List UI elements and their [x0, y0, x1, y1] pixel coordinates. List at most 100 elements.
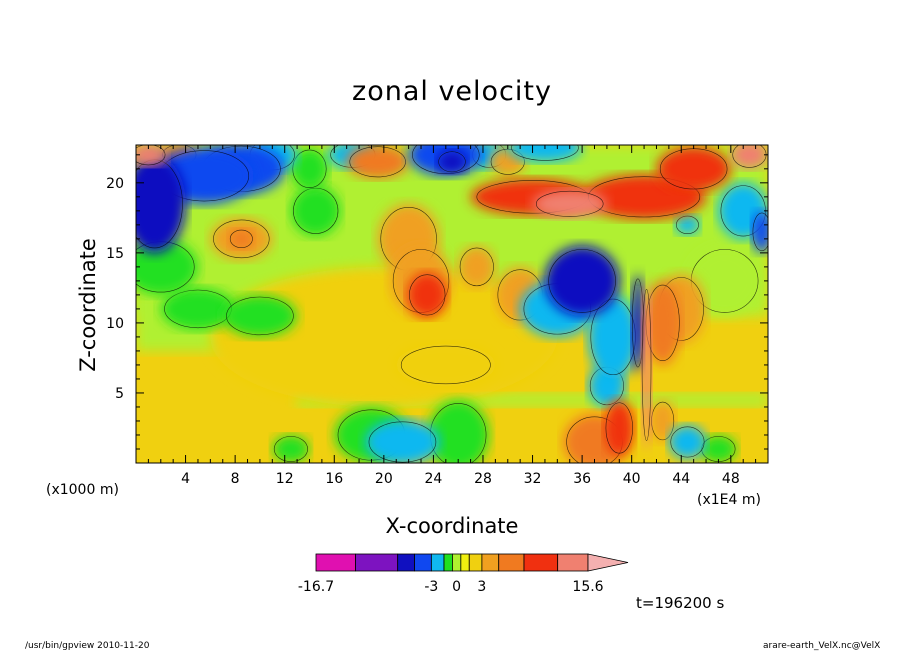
footer-source: arare-earth_VelX.nc@VelX: [763, 641, 881, 651]
contour-line: [273, 436, 308, 462]
contour-line: [752, 212, 768, 252]
x-tick-label: 24: [424, 471, 442, 487]
contour-line: [412, 145, 480, 175]
colorbar-segment: [557, 553, 589, 572]
colorbar-segment: [315, 553, 356, 572]
field-blob: [644, 280, 682, 365]
field-blob: [346, 145, 409, 179]
field-blob: [290, 185, 341, 237]
contour-line: [675, 215, 699, 234]
contour-line: [400, 345, 491, 385]
colorbar-segment: [430, 553, 445, 572]
field-blob: [656, 146, 731, 192]
x-tick-label: 44: [672, 471, 690, 487]
x-axis: 4 8 12 16 20 24 28 32 36 40 44 48: [147, 145, 757, 487]
x-tick-label: 32: [524, 471, 542, 487]
colorbar-segment: [468, 553, 483, 572]
field-blob: [290, 147, 329, 190]
colorbar-segment: [443, 553, 453, 572]
colorbar-segment: [460, 553, 470, 572]
y-axis: 5 10 15 20: [106, 154, 768, 450]
contour-line: [670, 426, 705, 458]
contour-line: [459, 247, 494, 287]
time-label: t=196200 s: [636, 594, 725, 612]
field-blob: [641, 280, 652, 449]
colorbar-segment: [355, 553, 399, 572]
field-blob: [687, 245, 762, 316]
contour-line: [226, 296, 294, 336]
y-tick-label: 20: [106, 176, 124, 192]
field-blob: [136, 238, 198, 295]
colorbar-arrow: [587, 553, 629, 572]
colorbar-segment: [397, 553, 415, 572]
y-tick-label: 10: [106, 316, 124, 332]
field-blob: [544, 245, 620, 316]
x-unit-label: (x1E4 m): [697, 492, 761, 508]
contour-line: [651, 401, 675, 441]
colorbar: -16.7 -3 0 3 15.6: [298, 553, 629, 595]
colorbar-segment: [498, 553, 525, 572]
y-tick-label: 5: [115, 386, 124, 402]
contour-line: [368, 421, 437, 463]
colorbar-tick-label: 0: [452, 579, 461, 595]
colorbar-tick-label: 3: [477, 579, 486, 595]
y-unit-label: (x1000 m): [46, 482, 119, 498]
contour-line: [605, 402, 633, 454]
field-blob: [751, 210, 768, 253]
colorbar-tick-label: -16.7: [298, 579, 334, 595]
field-blob: [222, 294, 298, 337]
field-blob: [668, 425, 707, 459]
contour-line: [535, 190, 604, 217]
x-axis-label: X-coordinate: [385, 514, 519, 538]
colorbar-tick-label: 15.6: [572, 579, 603, 595]
field-blob: [507, 145, 583, 162]
field-blob: [272, 434, 310, 463]
contour-line: [349, 146, 406, 178]
field-blob: [588, 294, 638, 379]
field-blob: [228, 229, 254, 249]
x-tick-label: 20: [375, 471, 393, 487]
field-blob: [675, 215, 700, 235]
contour-line: [229, 229, 253, 248]
field-blob: [604, 399, 635, 456]
x-tick-label: 12: [276, 471, 294, 487]
plot-frame: [135, 144, 769, 464]
y-axis-label: Z-coordinate: [76, 238, 100, 372]
field-blob: [136, 145, 167, 167]
x-tick-label: 4: [181, 471, 190, 487]
field-blob: [650, 399, 676, 442]
x-tick-label: 48: [722, 471, 740, 487]
field-blob: [699, 434, 738, 463]
field-blob: [458, 245, 496, 288]
field-blob: [437, 150, 467, 174]
contour-line: [511, 145, 579, 161]
x-tick-label: 36: [573, 471, 591, 487]
contour-line: [409, 274, 446, 316]
field-blob: [730, 145, 768, 169]
contour-line: [213, 219, 270, 259]
footer-command: /usr/bin/gpview 2010-11-20: [25, 641, 150, 651]
field-blob: [365, 419, 440, 463]
chart-title: zonal velocity: [352, 76, 552, 107]
contour-line: [490, 148, 525, 175]
field-blob: [160, 287, 236, 330]
contour-line: [641, 288, 652, 441]
colorbar-tick-label: -3: [424, 579, 438, 595]
field-blob: [396, 343, 496, 386]
x-tick-label: 16: [325, 471, 343, 487]
contour-line: [548, 249, 616, 313]
contour-line: [292, 149, 327, 189]
field-blob: [631, 273, 645, 372]
velocity-field: [136, 145, 768, 463]
colorbar-segment: [481, 553, 500, 572]
x-tick-label: 28: [474, 471, 492, 487]
x-tick-label: 40: [623, 471, 641, 487]
y-tick-label: 15: [106, 246, 124, 262]
field-blob: [532, 189, 607, 218]
x-tick-label: 8: [231, 471, 240, 487]
field-blob: [427, 399, 490, 463]
contour-line: [438, 151, 466, 173]
colorbar-segment: [414, 553, 432, 572]
colorbar-segment: [452, 553, 462, 572]
